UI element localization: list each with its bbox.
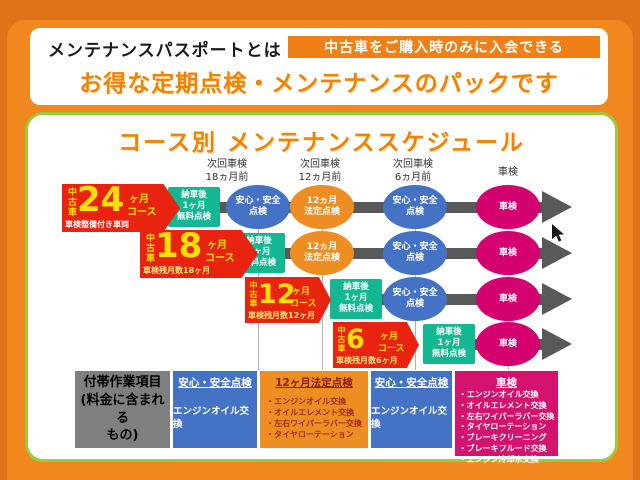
cell-title: 車検 (496, 377, 517, 389)
course-note: 車検整備付き車両 (65, 220, 129, 229)
event-safety-check: 安心・安全 点検 (383, 185, 447, 229)
worktable-cell-12mo-legal: 12ヶ月法定点検 ・エンジンオイル交換 ・オイルエレメント交換 ・左右ワイパーラ… (260, 371, 368, 448)
course-suffix: コース (205, 253, 235, 264)
cell-items: ・エンジンオイル交換 ・オイルエレメント交換 ・左右ワイパーラバー交換 ・タイヤ… (266, 397, 362, 439)
header-title: メンテナンスパスポートとは (48, 41, 282, 61)
column-header-6mo: 次回車検 6ヵ月前 (393, 159, 433, 183)
course-suffix: コース (378, 344, 405, 354)
course-prefix: 中古車 (249, 281, 258, 308)
course-note: 車検残月数6ヶ月 (336, 356, 398, 365)
cell-items: エンジンオイル交換 (173, 406, 250, 430)
mouse-cursor-icon (552, 224, 564, 242)
free-check-box-row1: 納車後 1ヶ月 無料点検 (168, 187, 220, 227)
course-prefix: 中古車 (66, 187, 76, 217)
header-badge: 中古車をご購入時のみに入会できる (286, 34, 602, 60)
course-suffix: コース (290, 299, 317, 309)
course-suffix: コース (127, 207, 157, 218)
cell-title: 安心・安全点検 (374, 377, 449, 389)
cell-title: 安心・安全点検 (178, 377, 252, 389)
course-note: 車検残月数12ヶ月 (248, 311, 316, 320)
course-label-18: 中古車 18 ヶ月 コース 車検残月数18ヶ月 (140, 230, 258, 278)
course-label-24: 中古車 24 ヶ月 コース 車検整備付き車両 (62, 184, 180, 232)
course-note: 車検残月数18ヶ月 (143, 266, 211, 275)
column-line-2 (322, 186, 323, 370)
event-safety-check: 安心・安全 点検 (383, 231, 447, 275)
event-shaken: 車検 (476, 322, 540, 366)
course-prefix: 中古車 (337, 326, 346, 353)
event-shaken: 車検 (476, 185, 540, 229)
course-months: 18 (155, 226, 203, 266)
worktable-cell-shaken: 車検 ・エンジンオイル交換 ・オイルエレメント交換 ・左右ワイパーラバー交換 ・… (455, 371, 558, 464)
course-unit: ヶ月 (129, 194, 149, 205)
course-months: 6 (346, 324, 365, 355)
course-months: 12 (258, 279, 296, 310)
event-safety-check: 安心・安全 点検 (383, 277, 447, 321)
schedule-title: コース別 メンテナンススケジュール (118, 130, 525, 156)
worktable-cell-safety-2: 安心・安全点検 エンジンオイル交換 (371, 371, 452, 448)
course-unit: ヶ月 (292, 287, 311, 297)
course-unit: ヶ月 (207, 240, 227, 251)
header-subtitle: お得な定期点検・メンテナンスのパックです (79, 71, 559, 97)
worktable-header-text: 付帯作業項目 (料金に含まれる もの) (80, 375, 165, 444)
course-label-12: 中古車 12 ヶ月 コース 車検残月数12ヶ月 (245, 277, 331, 323)
event-shaken: 車検 (476, 231, 540, 275)
header-box: メンテナンスパスポートとは 中古車をご購入時のみに入会できる お得な定期点検・メ… (30, 28, 608, 105)
cell-title: 12ヶ月法定点検 (275, 377, 353, 389)
course-unit: ヶ月 (380, 332, 399, 342)
cell-items: エンジンオイル交換 (371, 406, 448, 430)
worktable-header-cell: 付帯作業項目 (料金に含まれる もの) (75, 371, 170, 448)
event-shaken: 車検 (476, 277, 540, 321)
cell-items: ・エンジンオイル交換 ・オイルエレメント交換 ・左右ワイパーラバー交換 ・タイヤ… (458, 390, 555, 464)
column-header-18mo: 次回車検 18ヵ月前 (205, 159, 249, 183)
column-header-shaken: 車検 (498, 167, 518, 178)
event-12mo-legal-check: 12ヵ月 法定点検 (290, 231, 354, 275)
course-months: 24 (77, 180, 125, 220)
timeline-row1 (180, 191, 572, 223)
free-check-box-row4: 納車後 1ヶ月 無料点検 (423, 324, 475, 364)
event-safety-check: 安心・安全 点検 (226, 185, 290, 229)
worktable-cell-safety-1: 安心・安全点検 エンジンオイル交換 (173, 371, 257, 448)
column-header-12mo: 次回車検 12ヵ月前 (298, 159, 342, 183)
course-prefix: 中古車 (144, 233, 154, 263)
event-12mo-legal-check: 12ヵ月 法定点検 (290, 185, 354, 229)
free-check-box-row3: 納車後 1ヶ月 無料点検 (330, 279, 382, 319)
course-label-6: 中古車 6 ヶ月 コース 車検残月数6ヶ月 (333, 322, 419, 368)
